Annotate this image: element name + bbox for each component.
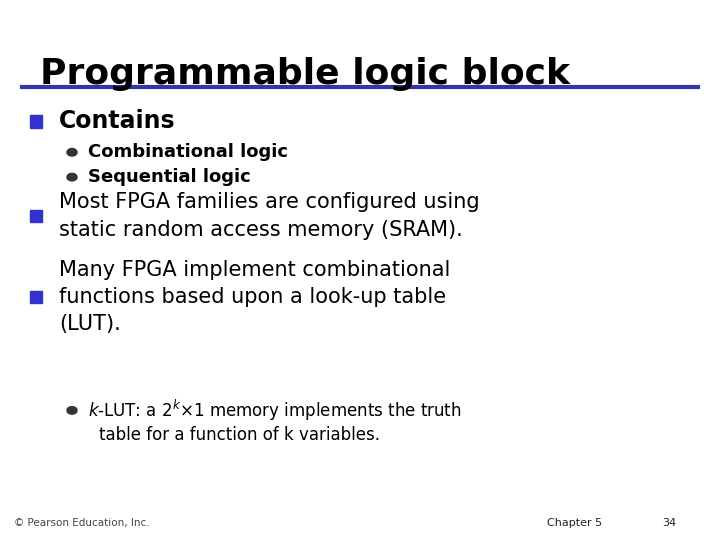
Text: Combinational logic: Combinational logic bbox=[88, 143, 288, 161]
Bar bbox=[30, 291, 42, 303]
Circle shape bbox=[67, 173, 77, 181]
Circle shape bbox=[67, 148, 77, 156]
Bar bbox=[30, 210, 42, 222]
Text: Sequential logic: Sequential logic bbox=[88, 168, 251, 186]
Text: table for a function of k variables.: table for a function of k variables. bbox=[99, 426, 379, 444]
Circle shape bbox=[67, 407, 77, 414]
Text: Contains: Contains bbox=[59, 110, 176, 133]
Text: Most FPGA families are configured using
static random access memory (SRAM).: Most FPGA families are configured using … bbox=[59, 192, 480, 240]
Text: Many FPGA implement combinational
functions based upon a look-up table
(LUT).: Many FPGA implement combinational functi… bbox=[59, 260, 451, 334]
Text: Programmable logic block: Programmable logic block bbox=[40, 57, 570, 91]
Text: Chapter 5: Chapter 5 bbox=[547, 518, 603, 528]
Text: $k$-LUT: a $2^k$$\times$1 memory implements the truth: $k$-LUT: a $2^k$$\times$1 memory impleme… bbox=[88, 398, 462, 423]
Text: © Pearson Education, Inc.: © Pearson Education, Inc. bbox=[14, 518, 150, 528]
Bar bbox=[30, 115, 42, 128]
Text: 34: 34 bbox=[662, 518, 677, 528]
